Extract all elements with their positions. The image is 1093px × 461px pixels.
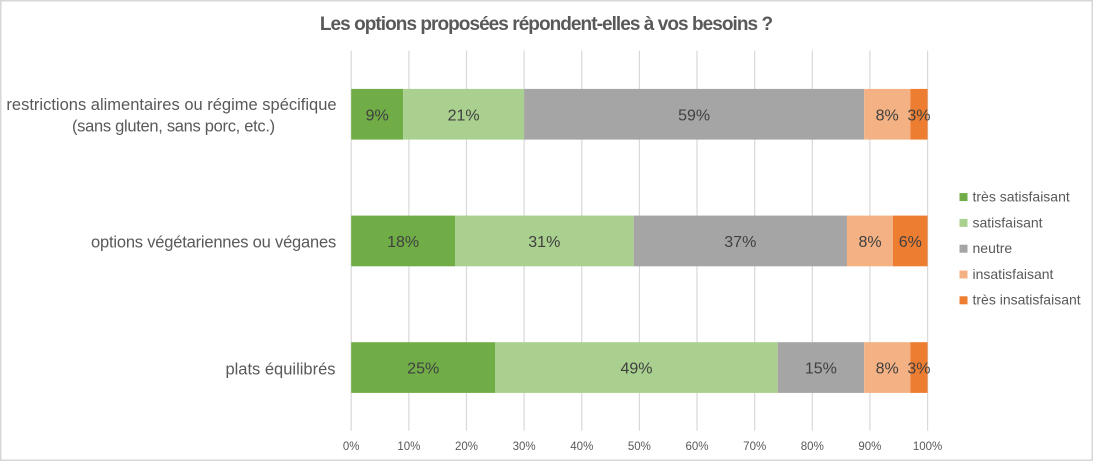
svg-text:insatisfaisant: insatisfaisant [973,266,1054,282]
svg-text:21%: 21% [448,107,480,124]
svg-text:70%: 70% [743,441,766,453]
svg-text:15%: 15% [805,361,837,378]
svg-text:40%: 40% [570,441,593,453]
svg-text:18%: 18% [387,234,419,251]
svg-text:(sans gluten, sans porc, etc.): (sans gluten, sans porc, etc.) [72,117,275,135]
svg-text:80%: 80% [801,441,824,453]
svg-text:8%: 8% [876,361,899,378]
svg-text:6%: 6% [899,234,922,251]
svg-text:Les options proposées réponden: Les options proposées répondent-elles à … [320,14,773,35]
svg-text:25%: 25% [407,361,439,378]
svg-text:options végétariennes ou végan: options végétariennes ou véganes [91,234,336,252]
svg-text:10%: 10% [397,441,420,453]
svg-text:très insatisfaisant: très insatisfaisant [973,292,1081,308]
svg-text:30%: 30% [513,441,536,453]
svg-text:20%: 20% [455,441,478,453]
svg-text:3%: 3% [907,107,930,124]
svg-text:49%: 49% [620,361,652,378]
svg-text:3%: 3% [907,361,930,378]
svg-text:37%: 37% [724,234,756,251]
svg-text:50%: 50% [628,441,651,453]
svg-text:8%: 8% [858,234,881,251]
svg-text:restrictions alimentaires ou r: restrictions alimentaires ou régime spéc… [6,96,336,114]
svg-text:90%: 90% [858,441,881,453]
svg-text:100%: 100% [913,441,942,453]
svg-text:satisfaisant: satisfaisant [973,214,1043,230]
svg-text:très satisfaisant: très satisfaisant [973,189,1070,205]
svg-text:9%: 9% [366,107,389,124]
svg-text:neutre: neutre [973,240,1013,256]
svg-text:59%: 59% [678,107,710,124]
svg-text:0%: 0% [343,441,360,453]
svg-text:plats équilibrés: plats équilibrés [225,360,335,378]
svg-text:8%: 8% [876,107,899,124]
svg-text:31%: 31% [528,234,560,251]
svg-text:60%: 60% [685,441,708,453]
